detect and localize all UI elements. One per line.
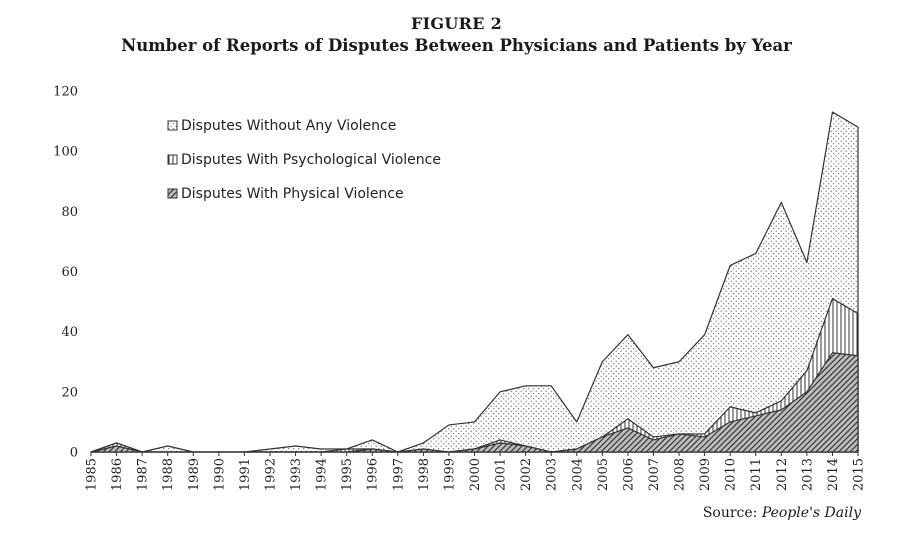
- x-tick-label: 2007: [647, 458, 662, 491]
- x-tick-label: 2004: [570, 458, 585, 491]
- x-tick-label: 1997: [391, 458, 406, 491]
- x-tick-label: 1995: [340, 458, 355, 491]
- x-tick-label: 2010: [724, 458, 739, 491]
- x-tick-label: 1994: [315, 458, 330, 491]
- x-tick-label: 2013: [800, 458, 815, 491]
- x-tick-label: 2005: [596, 458, 611, 491]
- legend-item-physical: Disputes With Physical Violence: [168, 186, 404, 202]
- x-tick-label: 1986: [110, 458, 125, 491]
- source-note: Source: People's Daily: [703, 505, 861, 521]
- y-tick-label: 80: [61, 205, 78, 220]
- x-tick-label: 1985: [85, 458, 100, 491]
- x-tick-label: 1992: [263, 458, 278, 491]
- y-tick-label: 40: [61, 325, 78, 340]
- legend-swatch-psychological: [168, 155, 177, 164]
- y-tick-label: 20: [61, 385, 78, 400]
- x-tick-label: 1991: [238, 458, 253, 491]
- y-tick-label: 120: [53, 85, 78, 100]
- legend-label-physical: Disputes With Physical Violence: [181, 186, 404, 202]
- x-tick-label: 1993: [289, 458, 304, 491]
- legend-label-psychological: Disputes With Psychological Violence: [181, 152, 441, 168]
- legend-item-no-violence: Disputes Without Any Violence: [168, 118, 396, 134]
- legend-label-no-violence: Disputes Without Any Violence: [181, 118, 396, 134]
- legend: Disputes Without Any Violence Disputes W…: [168, 118, 441, 202]
- x-tick-label: 2011: [749, 458, 764, 491]
- x-tick-label: 1998: [417, 458, 432, 491]
- x-tick-label: 2009: [698, 458, 713, 491]
- x-tick-label: 2012: [775, 458, 790, 491]
- x-tick-label: 2002: [519, 458, 534, 491]
- source-prefix: Source:: [703, 505, 758, 521]
- x-tick-label: 1989: [187, 458, 202, 491]
- x-tick-label: 1999: [442, 458, 457, 491]
- x-tick-label: 1996: [366, 458, 381, 491]
- x-tick-label: 2008: [673, 458, 688, 491]
- x-tick-label: 1990: [212, 458, 227, 491]
- legend-swatch-no-violence: [168, 121, 177, 130]
- y-tick-label: 60: [61, 265, 78, 280]
- source-name: People's Daily: [762, 505, 861, 521]
- x-tick-label: 2001: [494, 458, 509, 491]
- x-tick-label: 1987: [136, 458, 151, 491]
- x-tick-label: 2006: [621, 458, 636, 491]
- x-tick-label: 2014: [826, 458, 841, 491]
- x-tick-label: 2003: [545, 458, 560, 491]
- x-tick-label: 1988: [161, 458, 176, 491]
- x-tick-label: 2015: [852, 458, 867, 491]
- x-tick-label: 2000: [468, 458, 483, 491]
- y-tick-label: 100: [53, 145, 78, 160]
- y-tick-label: 0: [70, 446, 78, 461]
- legend-item-psychological: Disputes With Psychological Violence: [168, 152, 441, 168]
- legend-swatch-physical: [168, 189, 177, 198]
